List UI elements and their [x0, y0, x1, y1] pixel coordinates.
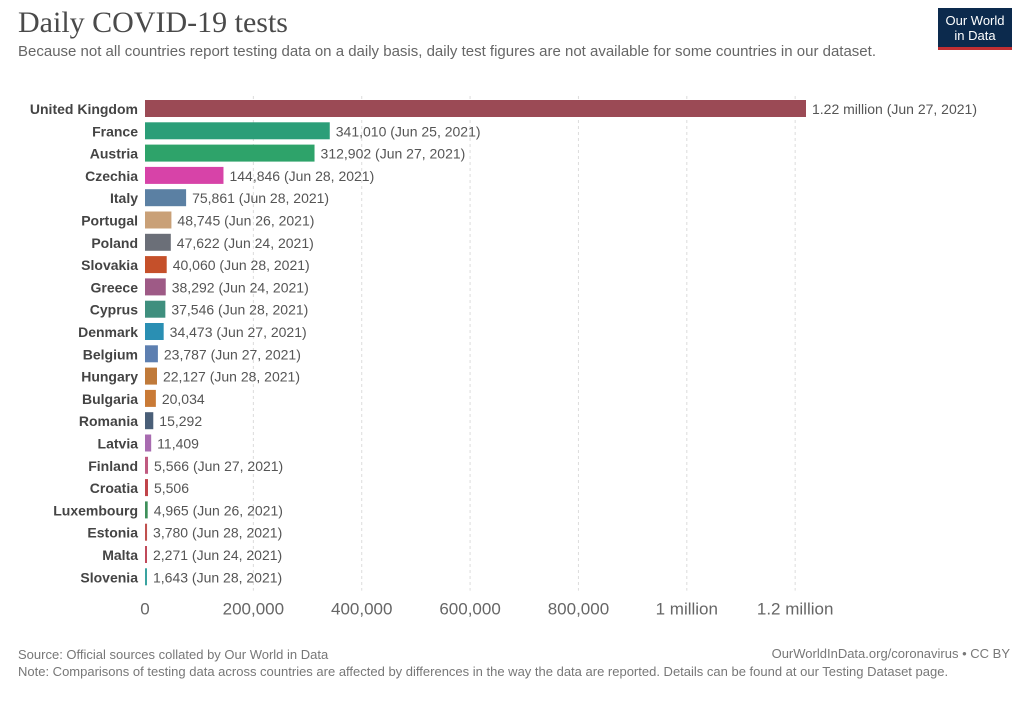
bar-croatia[interactable] [145, 479, 148, 496]
value-label-romania: 15,292 [159, 413, 202, 429]
x-tick-label-1: 200,000 [223, 600, 284, 619]
value-label-hungary: 22,127 (Jun 28, 2021) [163, 369, 300, 385]
bar-estonia[interactable] [145, 524, 147, 541]
country-label-united-kingdom: United Kingdom [30, 101, 138, 117]
country-label-france: France [92, 123, 138, 139]
bar-belgium[interactable] [145, 345, 158, 362]
logo-line-1: Our World [938, 13, 1012, 28]
value-label-france: 341,010 (Jun 25, 2021) [336, 123, 481, 139]
value-label-luxembourg: 4,965 (Jun 26, 2021) [154, 502, 283, 518]
value-label-slovakia: 40,060 (Jun 28, 2021) [173, 257, 310, 273]
bar-austria[interactable] [145, 145, 315, 162]
value-label-croatia: 5,506 [154, 480, 189, 496]
x-tick-label-2: 400,000 [331, 600, 392, 619]
country-label-poland: Poland [91, 235, 138, 251]
owid-logo[interactable]: Our World in Data [938, 8, 1012, 50]
value-label-poland: 47,622 (Jun 24, 2021) [177, 235, 314, 251]
value-label-finland: 5,566 (Jun 27, 2021) [154, 458, 283, 474]
bar-romania[interactable] [145, 412, 153, 429]
bar-bulgaria[interactable] [145, 390, 156, 407]
x-tick-label-3: 600,000 [439, 600, 500, 619]
bar-latvia[interactable] [145, 435, 151, 452]
bar-malta[interactable] [145, 546, 147, 563]
country-label-greece: Greece [91, 279, 139, 295]
value-label-united-kingdom: 1.22 million (Jun 27, 2021) [812, 101, 977, 117]
x-tick-label-4: 800,000 [548, 600, 609, 619]
country-label-portugal: Portugal [81, 213, 138, 229]
value-label-bulgaria: 20,034 [162, 391, 205, 407]
country-label-romania: Romania [79, 413, 138, 429]
bar-denmark[interactable] [145, 323, 164, 340]
value-label-greece: 38,292 (Jun 24, 2021) [172, 279, 309, 295]
x-tick-label-5: 1 million [656, 600, 718, 619]
bar-greece[interactable] [145, 278, 166, 295]
value-label-austria: 312,902 (Jun 27, 2021) [321, 146, 466, 162]
bar-slovakia[interactable] [145, 256, 167, 273]
value-label-czechia: 144,846 (Jun 28, 2021) [229, 168, 374, 184]
bar-slovenia[interactable] [145, 568, 147, 585]
bar-united-kingdom[interactable] [145, 100, 806, 117]
bar-france[interactable] [145, 122, 330, 139]
x-tick-label-6: 1.2 million [757, 600, 834, 619]
value-label-cyprus: 37,546 (Jun 28, 2021) [171, 302, 308, 318]
country-label-estonia: Estonia [87, 525, 138, 541]
bar-poland[interactable] [145, 234, 171, 251]
country-label-latvia: Latvia [98, 436, 139, 452]
value-label-latvia: 11,409 [157, 436, 199, 452]
value-label-italy: 75,861 (Jun 28, 2021) [192, 190, 329, 206]
country-label-denmark: Denmark [78, 324, 138, 340]
country-label-czechia: Czechia [85, 168, 138, 184]
value-label-estonia: 3,780 (Jun 28, 2021) [153, 525, 282, 541]
value-label-portugal: 48,745 (Jun 26, 2021) [177, 213, 314, 229]
country-label-belgium: Belgium [83, 346, 138, 362]
value-label-malta: 2,271 (Jun 24, 2021) [153, 547, 282, 563]
bar-finland[interactable] [145, 457, 148, 474]
country-label-austria: Austria [90, 146, 138, 162]
bar-italy[interactable] [145, 189, 186, 206]
country-label-slovakia: Slovakia [81, 257, 138, 273]
bar-portugal[interactable] [145, 212, 171, 229]
bar-czechia[interactable] [145, 167, 223, 184]
value-label-denmark: 34,473 (Jun 27, 2021) [170, 324, 307, 340]
value-label-slovenia: 1,643 (Jun 28, 2021) [153, 569, 282, 585]
site-link[interactable]: OurWorldInData.org/coronavirus • CC BY [772, 646, 1010, 661]
country-label-finland: Finland [88, 458, 138, 474]
country-label-hungary: Hungary [81, 369, 138, 385]
country-label-italy: Italy [110, 190, 138, 206]
country-label-malta: Malta [102, 547, 138, 563]
country-label-slovenia: Slovenia [80, 569, 138, 585]
note-text: Note: Comparisons of testing data across… [18, 663, 978, 680]
x-tick-label-0: 0 [140, 600, 149, 619]
country-label-cyprus: Cyprus [90, 302, 138, 318]
bar-chart: United Kingdom 1.22 million (Jun 27, 2021… [0, 92, 1024, 632]
value-label-belgium: 23,787 (Jun 27, 2021) [164, 346, 301, 362]
bar-hungary[interactable] [145, 368, 157, 385]
bar-cyprus[interactable] [145, 301, 165, 318]
x-axis-ticks: 0 200,000 400,000 600,000 800,000 1 million 1.… [140, 600, 833, 619]
country-label-croatia: Croatia [90, 480, 138, 496]
chart-subtitle: Because not all countries report testing… [18, 42, 918, 62]
chart-title: Daily COVID-19 tests [18, 6, 288, 40]
logo-line-2: in Data [938, 28, 1012, 43]
bar-luxembourg[interactable] [145, 501, 148, 518]
country-label-bulgaria: Bulgaria [82, 391, 138, 407]
country-label-luxembourg: Luxembourg [53, 502, 138, 518]
